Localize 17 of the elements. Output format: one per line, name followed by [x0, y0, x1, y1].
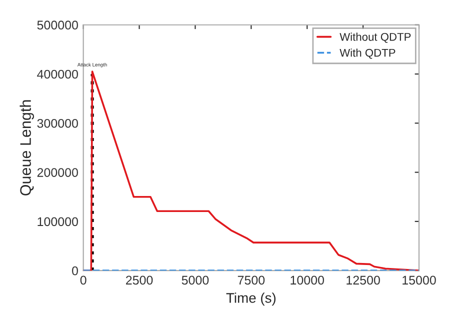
x-tick-label: 10000	[290, 276, 324, 285]
x-tick-label: 12500	[346, 276, 380, 285]
x-tick-label: 2500	[126, 276, 153, 285]
x-axis-title: Time (s)	[226, 292, 276, 306]
y-tick-label: 500000	[37, 20, 78, 30]
y-axis-title: Queue Length	[20, 100, 34, 196]
x-tick-label: 7500	[238, 276, 265, 285]
x-tick-label: 15000	[402, 276, 436, 285]
x-tick-label: 0	[80, 276, 86, 285]
legend-label: With QDTP	[340, 48, 396, 59]
legend-label: Without QDTP	[340, 32, 411, 43]
y-tick-label: 100000	[38, 217, 78, 226]
y-tick-label: 200000	[37, 168, 78, 177]
y-tick-label: 0	[72, 266, 78, 276]
x-tick-label: 5000	[182, 276, 209, 285]
y-tick-label: 300000	[37, 118, 78, 128]
y-tick-label: 400000	[37, 70, 78, 79]
